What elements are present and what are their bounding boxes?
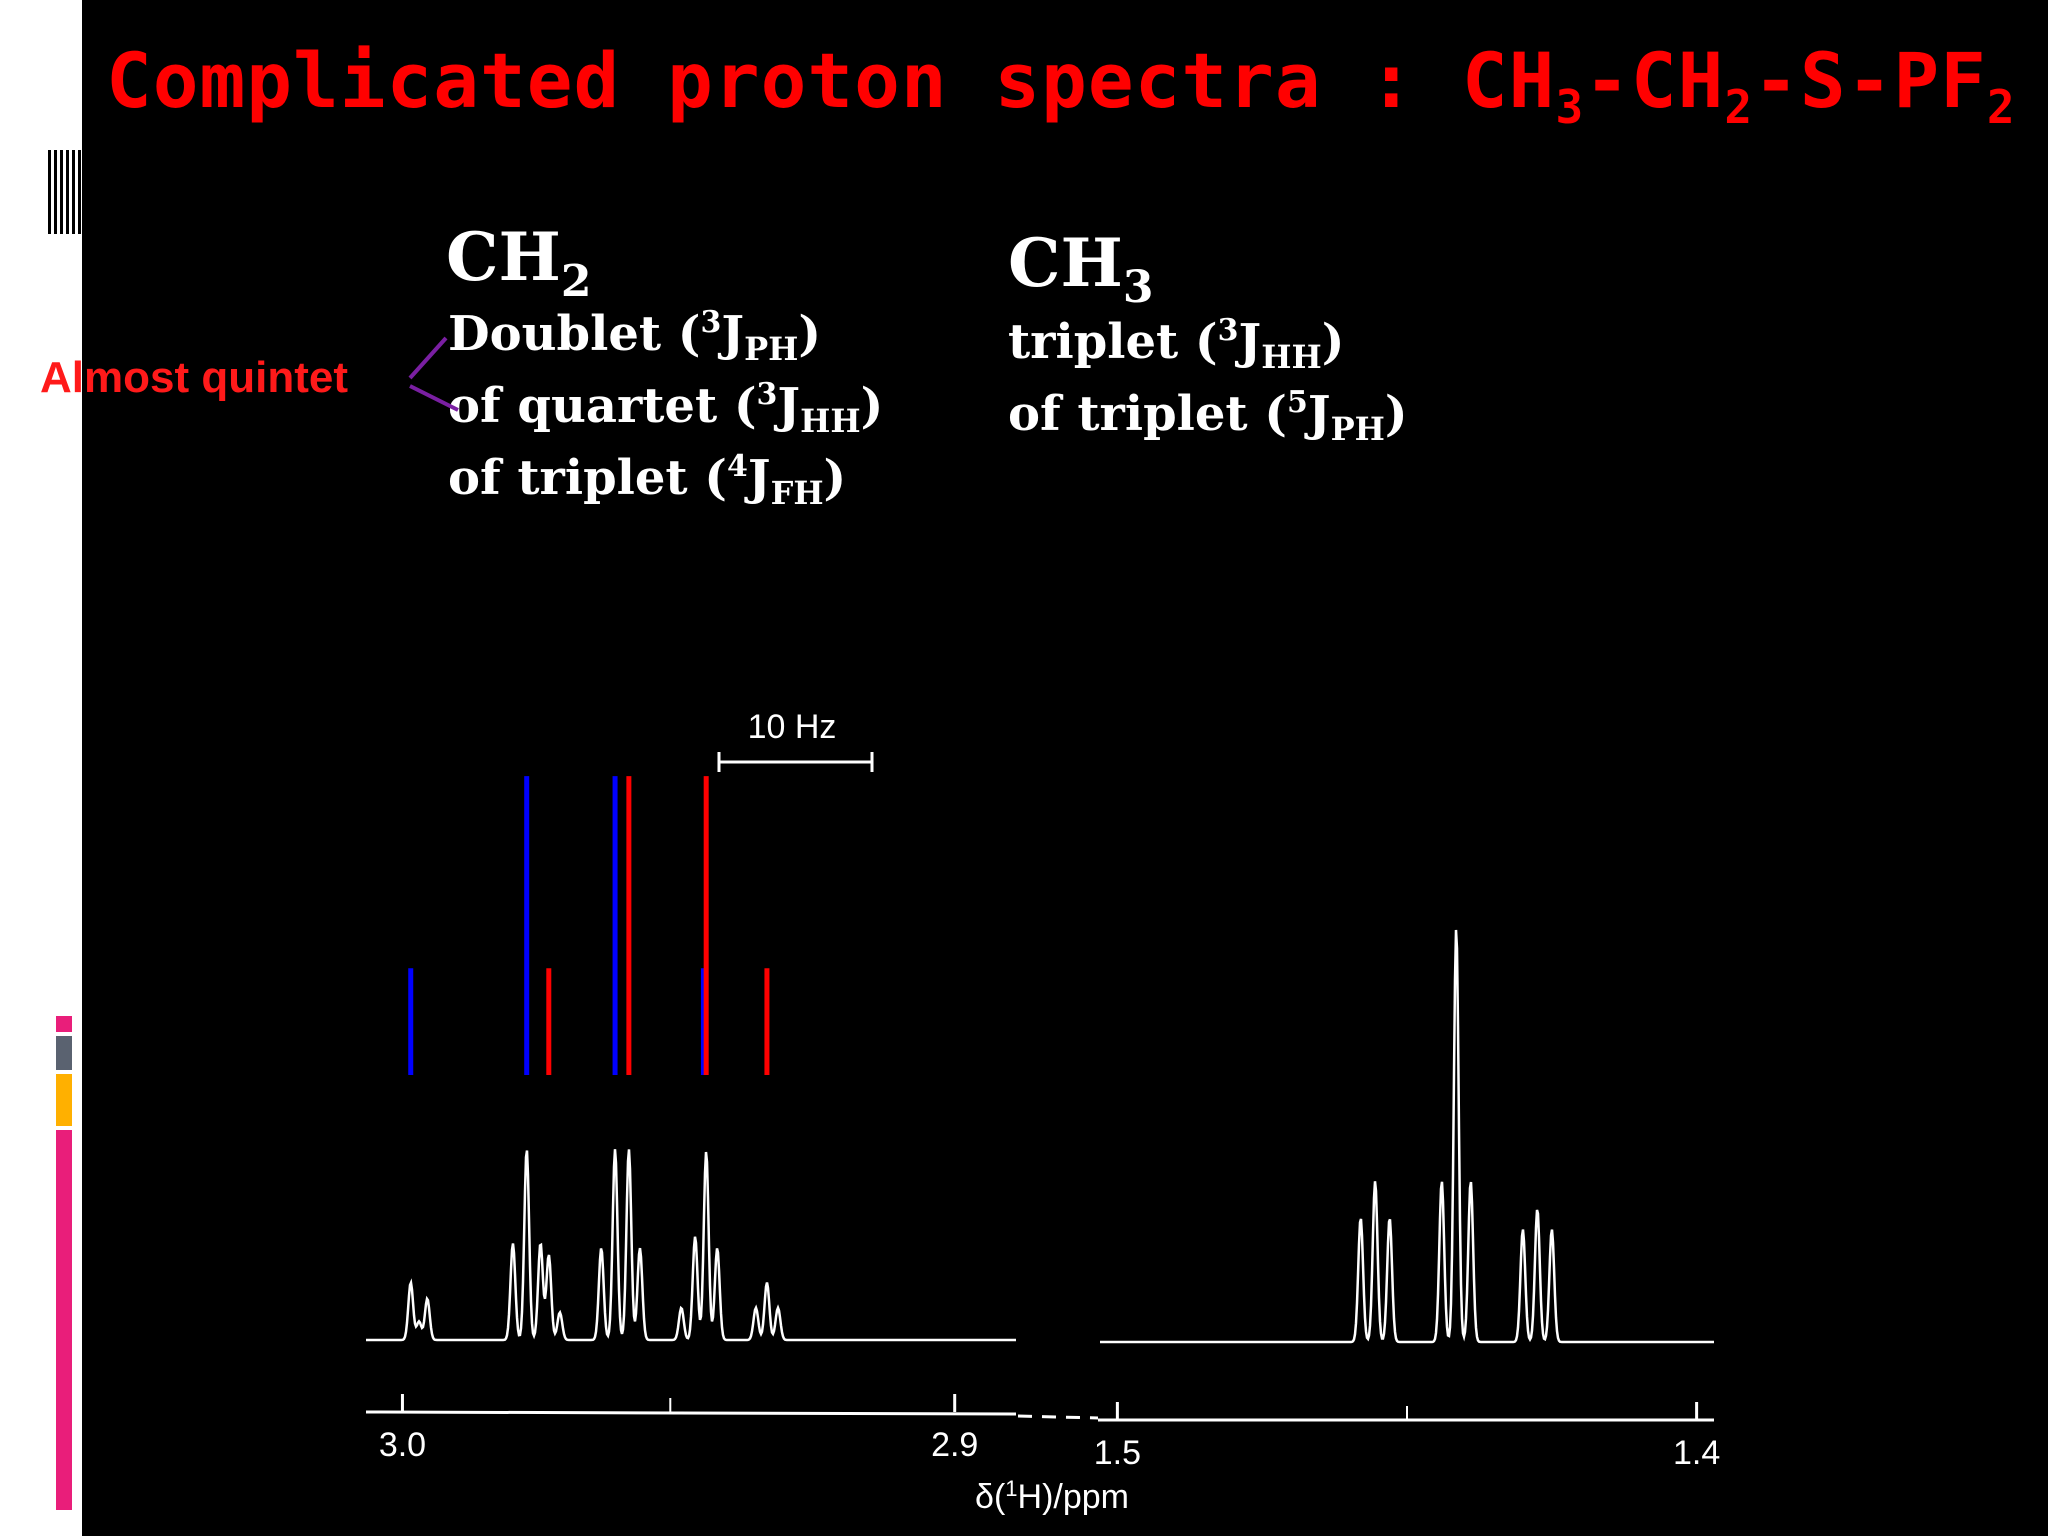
connector-to-doublet <box>408 336 448 380</box>
ch2-triplet-label: of triplet (4JFH) <box>448 449 847 512</box>
ch2-doublet-label: Doublet (3JPH) <box>448 305 822 368</box>
x-axis-line-ch2 <box>365 1410 1017 1416</box>
scale-bar-group: 10 Hz <box>717 708 874 772</box>
spectrum-trace-ch3 <box>1100 929 1714 1344</box>
stripe-decoration <box>48 150 82 234</box>
ppm-axis: 3.0 2.9 1.5 1.4 <box>365 1394 1720 1472</box>
connector-to-quartet <box>409 384 459 412</box>
coupling-stick-diagram <box>408 776 770 1075</box>
ch2-group-label: CH2 <box>446 218 592 307</box>
x-axis-label: δ(1H)/ppm <box>975 1476 1129 1516</box>
spectrum-traces <box>366 929 1714 1344</box>
axis-break <box>1017 1414 1099 1420</box>
accent-bar-orange <box>56 1074 72 1126</box>
x-tick-label: 1.4 <box>1673 1434 1720 1472</box>
accent-bar-pink-small <box>56 1016 72 1032</box>
ch3-triplet-label: triplet (3JHH) <box>1008 313 1345 376</box>
x-tick-label: 3.0 <box>379 1426 426 1464</box>
spectrum-trace-ch2 <box>366 1149 1016 1342</box>
ch3-group-label: CH3 <box>1008 224 1154 313</box>
annotation-connectors <box>408 336 459 412</box>
slide-title: Complicated proton spectra : CH3-CH2-S-P… <box>106 36 2016 134</box>
x-tick-label: 2.9 <box>931 1426 978 1464</box>
accent-bar-pink <box>56 1130 72 1510</box>
x-tick-label: 1.5 <box>1094 1434 1141 1472</box>
almost-quintet-annotation: Almost quintet <box>40 353 348 402</box>
accent-bar-gray <box>56 1036 72 1070</box>
ch2-quartet-label: of quartet (3JHH) <box>448 377 884 440</box>
scale-bar-label: 10 Hz <box>748 708 837 746</box>
ch3-of-triplet-label: of triplet (5JPH) <box>1008 385 1408 448</box>
